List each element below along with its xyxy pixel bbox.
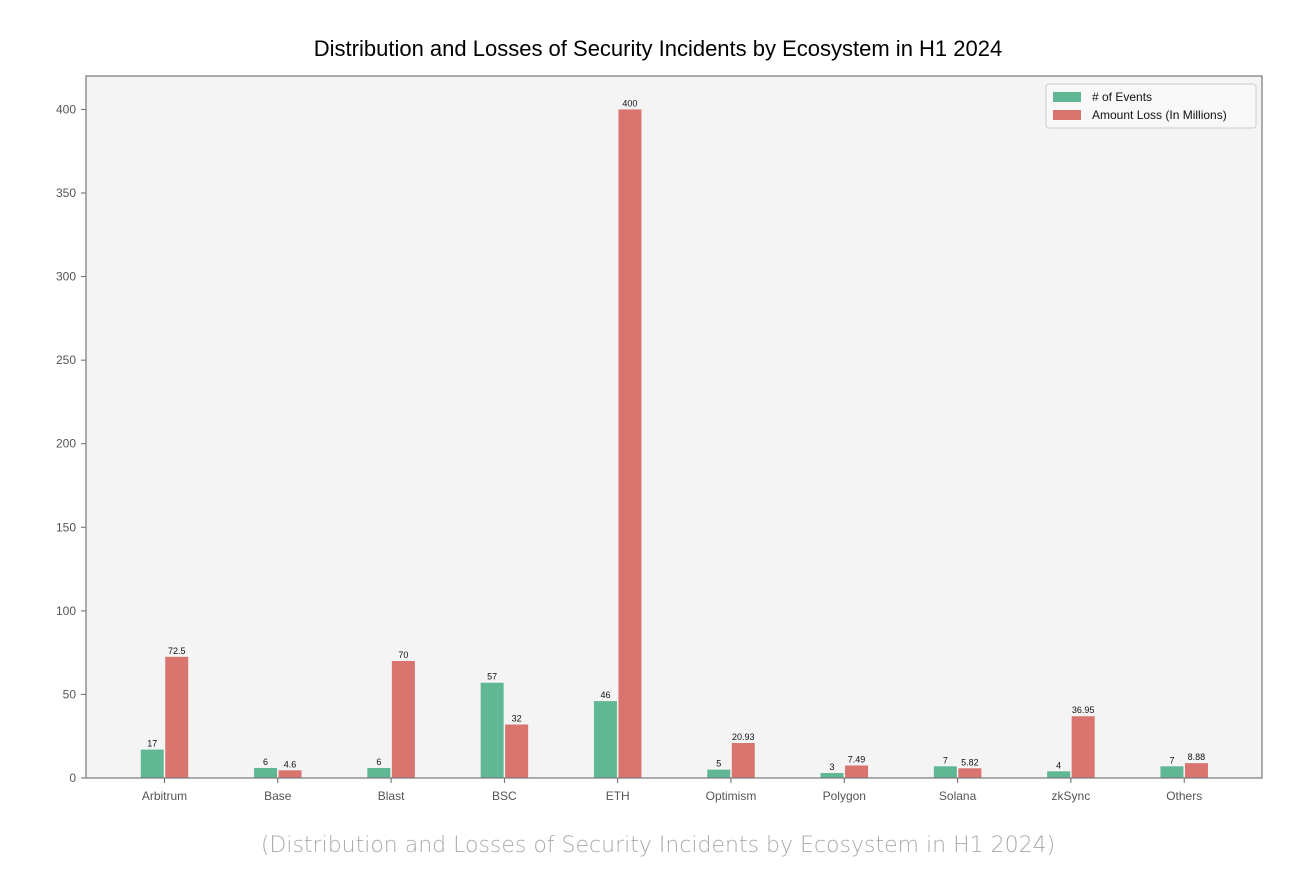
data-label-loss: 7.49 <box>848 754 866 764</box>
bar-loss <box>278 770 302 778</box>
bar-loss <box>731 743 755 778</box>
bar-loss <box>845 765 869 778</box>
data-label-loss: 5.82 <box>961 757 979 767</box>
figure-caption: (Distribution and Losses of Security Inc… <box>260 833 1056 858</box>
bar-events <box>480 682 504 778</box>
y-tick-label: 50 <box>63 687 77 701</box>
bar-events <box>1160 766 1184 778</box>
bar-events <box>254 767 278 778</box>
legend-box <box>1045 83 1257 129</box>
bar-events <box>367 767 391 778</box>
data-label-events: 6 <box>263 757 268 767</box>
bars <box>140 109 1208 778</box>
plot-area <box>86 76 1262 778</box>
data-labels: 17 72.5 6 4.6 6 70 57 32 46 400 5 20.93 3 7.49 7 5.82 4 3… <box>147 98 1205 772</box>
legend-label-loss: Amount Loss (In Millions) <box>1092 108 1227 122</box>
y-axis: 0 50 100 150 200 250 300 350 400 <box>56 102 86 785</box>
data-label-loss: 20.93 <box>732 732 755 742</box>
y-tick-label: 300 <box>56 270 76 284</box>
chart-title: Distribution and Losses of Security Inci… <box>313 36 1003 61</box>
data-label-events: 7 <box>943 755 948 765</box>
data-label-loss: 36.95 <box>1072 705 1095 715</box>
y-tick-label: 350 <box>56 186 76 200</box>
x-tick-label: Base <box>264 789 292 803</box>
legend: # of Events Amount Loss (In Millions) <box>1045 83 1257 129</box>
data-label-loss: 8.88 <box>1188 752 1206 762</box>
plot-frame <box>85 75 1263 779</box>
data-label-events: 57 <box>487 672 497 682</box>
legend-label-events: # of Events <box>1092 90 1152 104</box>
bar-loss <box>165 656 189 778</box>
bar-events <box>593 701 617 778</box>
data-label-events: 5 <box>716 759 721 769</box>
data-label-loss: 400 <box>622 98 637 108</box>
bar-loss <box>958 768 982 778</box>
data-label-loss: 4.6 <box>284 759 297 769</box>
x-tick-label: BSC <box>492 789 517 803</box>
x-tick-label: ETH <box>606 789 630 803</box>
y-tick-label: 0 <box>69 771 76 785</box>
data-label-loss: 70 <box>398 650 408 660</box>
x-tick-label: zkSync <box>1052 789 1091 803</box>
legend-swatch-loss <box>1053 110 1081 120</box>
bar-events <box>933 766 957 778</box>
data-label-events: 46 <box>600 690 610 700</box>
bar-loss <box>505 724 529 778</box>
legend-swatch-events <box>1053 92 1081 102</box>
x-tick-label: Blast <box>378 789 405 803</box>
bar-loss <box>1071 716 1095 778</box>
data-label-events: 3 <box>830 762 835 772</box>
data-label-events: 17 <box>147 739 157 749</box>
data-label-events: 7 <box>1169 755 1174 765</box>
data-label-events: 4 <box>1056 760 1061 770</box>
y-tick-label: 100 <box>56 604 76 618</box>
bar-chart: 0 50 100 150 200 250 300 350 400 Arbitrum Base Bla… <box>56 75 1263 803</box>
bar-events <box>140 749 164 778</box>
x-axis: Arbitrum Base Blast BSC ETH Optimism Polygon So… <box>142 778 1202 803</box>
bar-loss <box>1184 763 1208 778</box>
x-tick-label: Solana <box>939 789 977 803</box>
y-tick-label: 200 <box>56 437 76 451</box>
x-tick-label: Polygon <box>823 789 866 803</box>
x-tick-label: Arbitrum <box>142 789 187 803</box>
x-tick-label: Others <box>1166 789 1202 803</box>
bar-loss <box>391 661 415 778</box>
data-label-loss: 72.5 <box>168 646 186 656</box>
x-tick-label: Optimism <box>706 789 757 803</box>
bar-events <box>820 772 844 778</box>
bar-loss <box>618 109 642 778</box>
bar-events <box>1047 771 1071 778</box>
y-tick-label: 250 <box>56 353 76 367</box>
data-label-loss: 32 <box>512 714 522 724</box>
bar-events <box>707 769 731 778</box>
data-label-events: 6 <box>376 757 381 767</box>
y-tick-label: 150 <box>56 520 76 534</box>
y-tick-label: 400 <box>56 102 76 116</box>
